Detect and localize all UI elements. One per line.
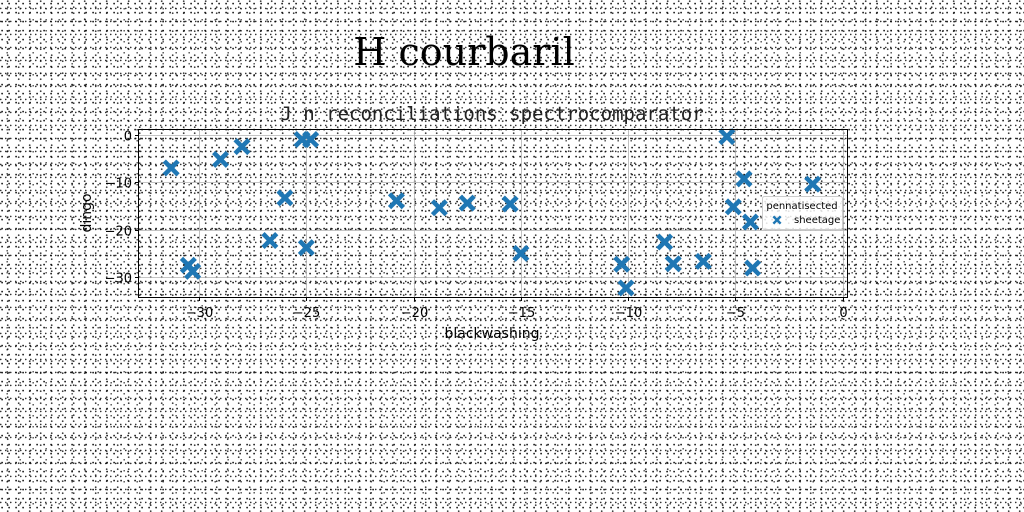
data-point <box>617 279 635 297</box>
data-point <box>656 233 674 251</box>
data-point <box>741 213 759 231</box>
data-point <box>302 130 320 148</box>
data-point <box>387 192 405 210</box>
data-point <box>276 189 294 207</box>
legend-box <box>762 196 843 230</box>
data-point <box>664 255 682 273</box>
y-axis-label: dingo <box>79 193 95 232</box>
x-tick-label: −25 <box>293 306 320 321</box>
data-point <box>184 262 202 280</box>
y-tick-label: −30 <box>105 272 132 287</box>
y-tick-label: 0 <box>124 130 132 145</box>
chart-title: J n reconciliations spectrocomparator <box>280 103 703 125</box>
data-point <box>724 198 742 216</box>
legend-label: sheetage <box>794 215 840 226</box>
figure-suptitle: H courbaril <box>353 30 575 74</box>
data-point <box>501 195 519 213</box>
data-point <box>735 170 753 188</box>
x-tick-label: −30 <box>186 306 213 321</box>
data-point <box>613 255 631 273</box>
data-point <box>233 138 251 156</box>
data-point <box>804 175 822 193</box>
x-tick-label: 0 <box>839 306 847 321</box>
data-point <box>458 194 476 212</box>
data-points <box>162 128 822 297</box>
data-point <box>430 199 448 217</box>
legend-marker <box>772 215 782 225</box>
x-axis-ticks: −30 −25 −20 −15 −10 −5 0 <box>186 297 848 321</box>
x-axis-label: blackwashing <box>444 326 539 342</box>
x-tick-label: −10 <box>615 306 642 321</box>
data-point <box>718 128 736 146</box>
data-point <box>297 239 315 257</box>
grid-lines <box>139 130 847 297</box>
y-axis-ticks: 0 −10 −20 −30 <box>105 130 139 287</box>
data-point <box>212 150 230 168</box>
legend: pennatisected sheetage <box>762 196 843 230</box>
x-tick-label: −5 <box>726 306 745 321</box>
x-tick-label: −20 <box>401 306 428 321</box>
plot-frame <box>138 129 848 298</box>
x-tick-label: −15 <box>508 306 535 321</box>
legend-title: pennatisected <box>766 201 837 212</box>
data-point <box>512 244 530 262</box>
y-tick-label: −10 <box>105 177 132 192</box>
y-tick-label: −20 <box>105 225 132 240</box>
data-point <box>162 159 180 177</box>
data-point <box>744 259 762 277</box>
data-point <box>261 232 279 250</box>
data-point <box>694 252 712 270</box>
